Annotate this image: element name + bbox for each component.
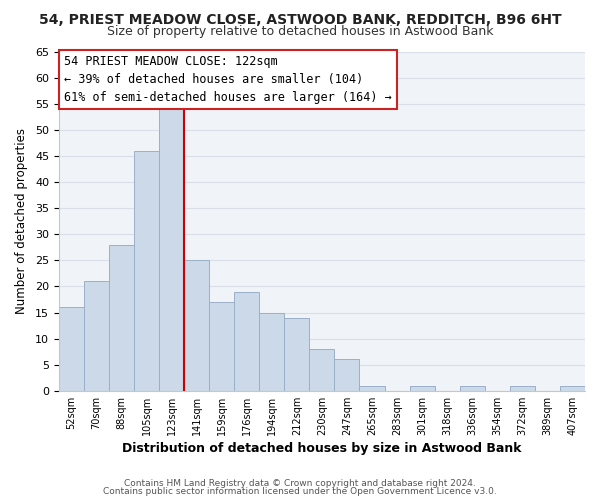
Bar (59, 308, 84, 391)
Bar (410, 386, 434, 391)
Bar (334, 360, 359, 391)
Bar (109, 244, 134, 391)
Y-axis label: Number of detached properties: Number of detached properties (15, 128, 28, 314)
Bar (159, 109, 184, 391)
Text: 54, PRIEST MEADOW CLOSE, ASTWOOD BANK, REDDITCH, B96 6HT: 54, PRIEST MEADOW CLOSE, ASTWOOD BANK, R… (38, 12, 562, 26)
Bar (184, 260, 209, 391)
X-axis label: Distribution of detached houses by size in Astwood Bank: Distribution of detached houses by size … (122, 442, 521, 455)
Text: 54 PRIEST MEADOW CLOSE: 122sqm
← 39% of detached houses are smaller (104)
61% of: 54 PRIEST MEADOW CLOSE: 122sqm ← 39% of … (64, 55, 392, 104)
Bar (209, 302, 234, 391)
Text: Contains public sector information licensed under the Open Government Licence v3: Contains public sector information licen… (103, 487, 497, 496)
Bar (359, 386, 385, 391)
Bar (460, 386, 485, 391)
Text: Size of property relative to detached houses in Astwood Bank: Size of property relative to detached ho… (107, 25, 493, 38)
Text: Contains HM Land Registry data © Crown copyright and database right 2024.: Contains HM Land Registry data © Crown c… (124, 478, 476, 488)
Bar (560, 386, 585, 391)
Bar (284, 318, 310, 391)
Bar (84, 281, 109, 391)
Bar (510, 386, 535, 391)
Bar (234, 292, 259, 391)
Bar (134, 150, 159, 391)
Bar (259, 312, 284, 391)
Bar (310, 349, 334, 391)
